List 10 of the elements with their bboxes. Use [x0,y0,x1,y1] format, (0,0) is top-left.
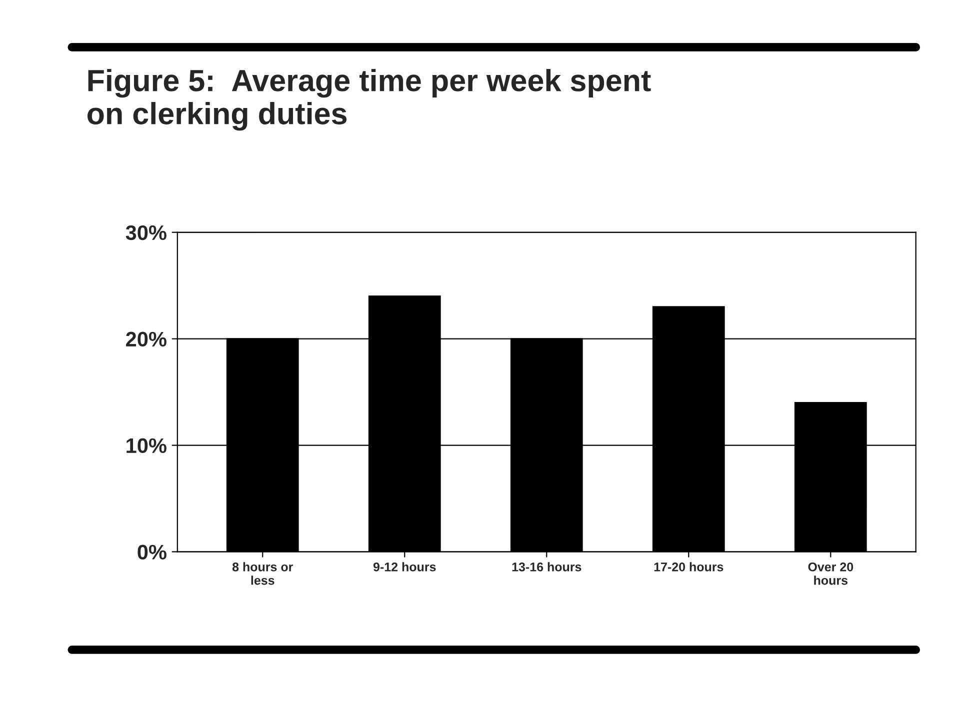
x-tick-label: 13-16 hours [512,562,582,572]
x-tick-label: 17-20 hours [654,562,724,572]
x-tick-label: Over 20 hours [808,562,854,585]
y-tick-label: 0% [138,544,166,560]
x-tick-label: 9-12 hours [373,562,436,572]
y-tick-label: 10% [126,438,166,454]
chart-title: Figure 5: Average time per week spent on clerking duties [88,68,651,131]
x-tick-label: 8 hours or less [232,562,293,585]
y-tick-label: 20% [126,332,166,347]
y-tick-label: 30% [126,225,166,240]
